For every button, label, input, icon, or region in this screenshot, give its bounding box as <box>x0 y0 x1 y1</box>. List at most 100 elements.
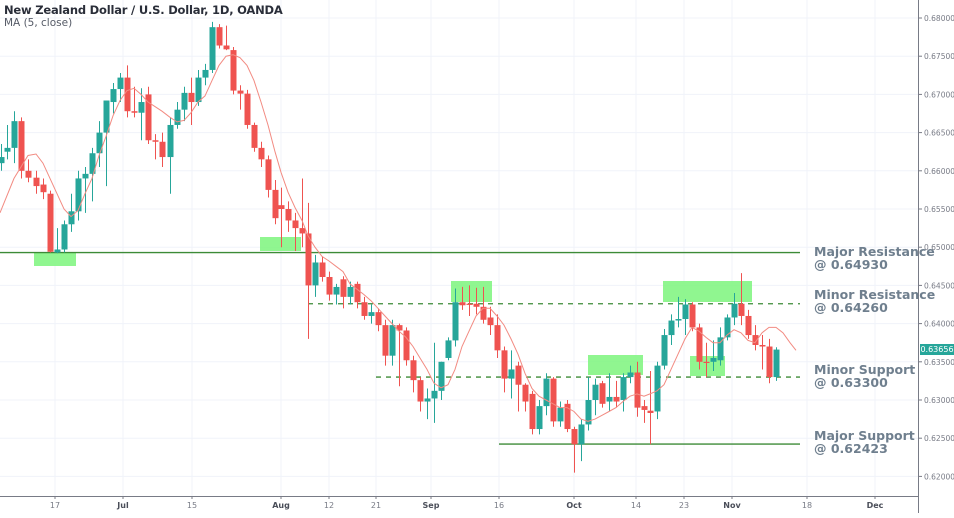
candle-down <box>258 147 265 160</box>
candle-down <box>152 140 159 142</box>
candle-down <box>216 27 223 46</box>
candle-up <box>438 361 445 391</box>
candle-down <box>480 306 487 320</box>
candle-up <box>710 357 717 362</box>
time-tick-label: Nov <box>723 501 741 510</box>
price-tick-label: 0.68000 <box>924 14 954 23</box>
time-tick-label: 18 <box>802 501 812 510</box>
level-label-major-resistance[interactable]: Major Resistance @ 0.64930 <box>814 245 935 271</box>
candle-down <box>696 327 703 362</box>
candle-down <box>745 315 752 336</box>
candle-down <box>410 360 417 381</box>
level-label-title: Minor Resistance <box>814 287 936 302</box>
time-tick-label: 21 <box>371 501 381 510</box>
candle-down <box>340 279 347 297</box>
candle-up <box>620 377 627 400</box>
candle-up <box>717 337 724 361</box>
candle-up <box>96 132 103 154</box>
moving-average-line <box>0 54 797 422</box>
candle-down <box>487 317 494 326</box>
candle-down <box>230 50 237 91</box>
time-tick-label: 16 <box>494 501 504 510</box>
level-label-value: @ 0.62423 <box>814 441 888 456</box>
candle-up <box>668 320 675 336</box>
candle-down <box>40 184 47 193</box>
time-tick-label: 12 <box>324 501 334 510</box>
time-axis[interactable]: 17 Jul 15 Aug 12 21 Sep 16 Oct 14 23 Nov 18 Dec <box>0 496 918 510</box>
candle-up <box>312 262 319 286</box>
price-tick-label: 0.62000 <box>924 472 954 481</box>
candle-up <box>75 178 82 212</box>
candle-down <box>396 325 403 331</box>
candle-up <box>11 121 18 148</box>
candle-up <box>592 384 599 400</box>
level-label-minor-resistance[interactable]: Minor Resistance @ 0.64260 <box>814 288 935 314</box>
candle-down <box>237 90 244 94</box>
time-tick-label: 23 <box>679 501 689 510</box>
time-tick-label: Sep <box>423 501 440 510</box>
candle-down <box>689 304 696 328</box>
symbol-title[interactable]: New Zealand Dollar / U.S. Dollar, 1D, OA… <box>4 3 283 17</box>
level-label-minor-support[interactable]: Minor Support @ 0.63300 <box>814 363 915 389</box>
candle-up <box>174 109 181 125</box>
candle-up <box>585 400 592 425</box>
candle-down <box>25 170 32 178</box>
candle-up <box>724 317 731 338</box>
level-label-value: @ 0.64930 <box>814 257 888 272</box>
indicator-label[interactable]: MA (5, close) <box>4 17 73 29</box>
candle-up <box>508 369 515 379</box>
candle-up <box>0 157 5 164</box>
candle-down <box>634 372 641 408</box>
candle-up <box>731 303 738 318</box>
candle-down <box>299 228 306 234</box>
candle-up <box>195 77 202 103</box>
candle-down <box>522 384 529 402</box>
chart-legend: New Zealand Dollar / U.S. Dollar, 1D, OA… <box>4 4 283 30</box>
candle-down <box>354 283 361 303</box>
candle-down <box>244 93 251 125</box>
candle-down <box>641 406 648 410</box>
price-tick-label: 0.63500 <box>924 358 954 367</box>
candle-up <box>110 89 117 103</box>
candle-down <box>124 77 131 112</box>
candle-down <box>417 380 424 402</box>
level-label-title: Minor Support <box>814 362 916 377</box>
candle-up <box>606 396 613 402</box>
candle-up <box>773 349 780 378</box>
candle-down <box>375 312 382 326</box>
candle-down <box>292 220 299 229</box>
candle-down <box>265 159 272 190</box>
time-tick-label: 14 <box>631 501 641 510</box>
candle-down <box>738 303 745 316</box>
candle-down <box>47 193 54 252</box>
candle-up <box>389 325 396 356</box>
level-label-title: Major Resistance <box>814 244 935 259</box>
candle-up <box>4 147 11 152</box>
candle-up <box>431 390 438 399</box>
candle-up <box>682 304 689 320</box>
candle-down <box>251 124 258 148</box>
level-label-major-support[interactable]: Major Support @ 0.62423 <box>814 429 915 455</box>
candle-down <box>564 403 571 430</box>
candle-down <box>550 378 557 422</box>
candle-up <box>557 407 564 422</box>
time-tick-label: 17 <box>50 501 60 510</box>
time-tick-label: Oct <box>566 501 582 510</box>
candle-down <box>571 429 578 445</box>
last-price-badge: 0.63656 <box>920 344 954 356</box>
level-label-value: @ 0.64260 <box>814 300 888 315</box>
candle-down <box>759 344 766 347</box>
time-tick-label: Dec <box>867 501 884 510</box>
candle-down <box>361 302 368 316</box>
price-axis[interactable]: 0.68000 0.67500 0.67000 0.66500 0.66000 0.655… <box>918 0 954 513</box>
candle-up <box>452 302 459 341</box>
candle-up <box>578 424 585 445</box>
candle-up <box>675 319 682 321</box>
candle-up <box>54 249 61 253</box>
candle-up <box>627 372 634 378</box>
candle-down <box>515 365 522 385</box>
candle-up <box>536 406 543 430</box>
candle-up <box>347 286 354 297</box>
